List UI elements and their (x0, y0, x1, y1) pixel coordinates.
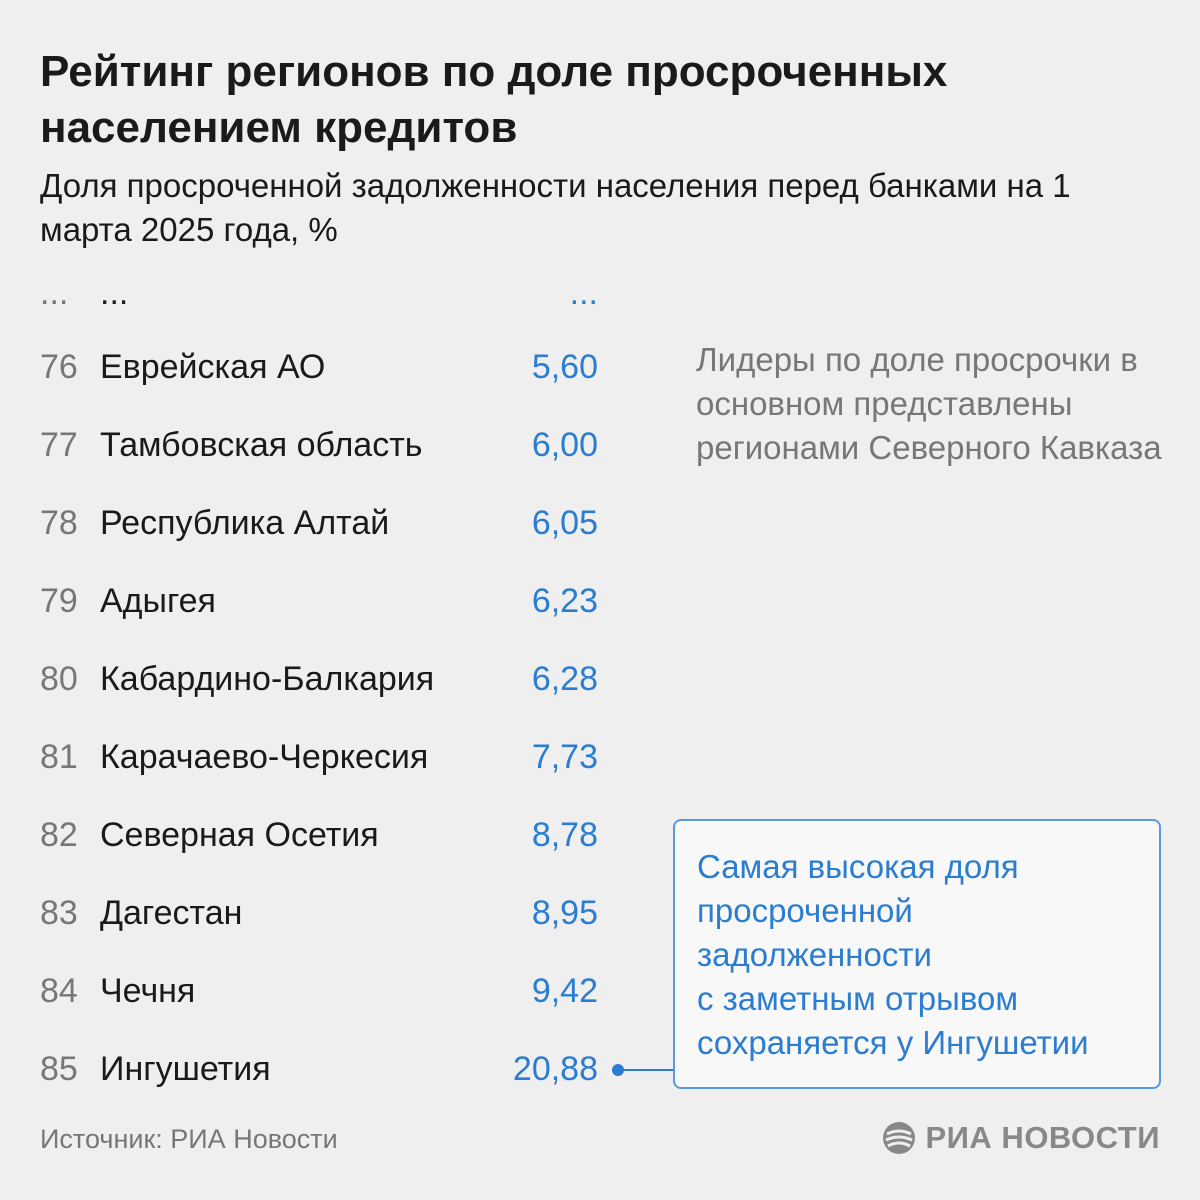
ranking-rows: 76 Еврейская АО 5,60 77 Тамбовская область 6,… (40, 330, 600, 1110)
row-rank: 84 (40, 972, 78, 1010)
source-label: Источник: РИА Новости (40, 1124, 338, 1154)
callout-text: Самая высокая доля просроченной задолжен… (697, 848, 1089, 1061)
row-value: 5,60 (531, 348, 598, 386)
ranking-row: 80 Кабардино-Балкария 6,28 (40, 642, 600, 720)
row-region: Карачаево-Черкесия (100, 738, 429, 776)
row-region: Чечня (100, 972, 196, 1010)
row-region: Северная Осетия (100, 816, 379, 854)
row-region: ... (100, 274, 129, 312)
ranking-row: 81 Карачаево-Черкесия 7,73 (40, 720, 600, 798)
row-region: Республика Алтай (100, 504, 390, 542)
ranking-row: 76 Еврейская АО 5,60 (40, 330, 600, 408)
row-value: 9,42 (531, 972, 598, 1010)
row-rank: 85 (40, 1050, 78, 1088)
page-title: Рейтинг регионов по доле просроченных на… (40, 47, 948, 152)
row-value: 6,28 (531, 660, 598, 698)
page-subtitle: Доля просроченной задолженности населени… (40, 167, 1071, 248)
ranking-list: ... ... ... 76 Еврейская АО 5,60 77 Тамбовск… (40, 258, 600, 1110)
row-region: Тамбовская область (100, 426, 423, 464)
row-value: 8,95 (531, 894, 598, 932)
row-rank: 77 (40, 426, 78, 464)
row-rank: 76 (40, 348, 78, 386)
ranking-row: 85 Ингушетия 20,88 (40, 1032, 600, 1110)
row-region: Ингушетия (100, 1050, 271, 1088)
callout-connector-line (618, 1069, 675, 1071)
ranking-row: 83 Дагестан 8,95 (40, 876, 600, 954)
ranking-row: 84 Чечня 9,42 (40, 954, 600, 1032)
ranking-row: 79 Адыгея 6,23 (40, 564, 600, 642)
row-rank: 82 (40, 816, 78, 854)
row-region: Еврейская АО (100, 348, 326, 386)
logo-text: РИА НОВОСТИ (925, 1120, 1160, 1155)
row-rank: 78 (40, 504, 78, 542)
ria-logo-icon (883, 1122, 916, 1154)
row-value: 7,73 (531, 738, 598, 776)
row-region: Адыгея (100, 582, 216, 620)
row-value: 20,88 (512, 1050, 598, 1088)
row-value: 6,00 (531, 426, 598, 464)
ingushetia-callout: Самая высокая доля просроченной задолжен… (673, 819, 1161, 1089)
row-rank: ... (40, 274, 69, 312)
ria-logo: РИА НОВОСТИ (881, 1120, 1160, 1156)
row-region: Дагестан (100, 894, 243, 932)
row-value: 6,23 (531, 582, 598, 620)
row-rank: 80 (40, 660, 78, 698)
row-value: ... (569, 274, 598, 312)
ellipsis-row: ... ... ... (40, 258, 600, 330)
leaders-note: Лидеры по доле просрочки в основном пред… (696, 341, 1162, 466)
row-value: 6,05 (531, 504, 598, 542)
ranking-row: 77 Тамбовская область 6,00 (40, 408, 600, 486)
row-rank: 79 (40, 582, 78, 620)
ranking-row: 82 Северная Осетия 8,78 (40, 798, 600, 876)
row-region: Кабардино-Балкария (100, 660, 435, 698)
ranking-row: 78 Республика Алтай 6,05 (40, 486, 600, 564)
row-rank: 81 (40, 738, 78, 776)
row-value: 8,78 (531, 816, 598, 854)
row-rank: 83 (40, 894, 78, 932)
